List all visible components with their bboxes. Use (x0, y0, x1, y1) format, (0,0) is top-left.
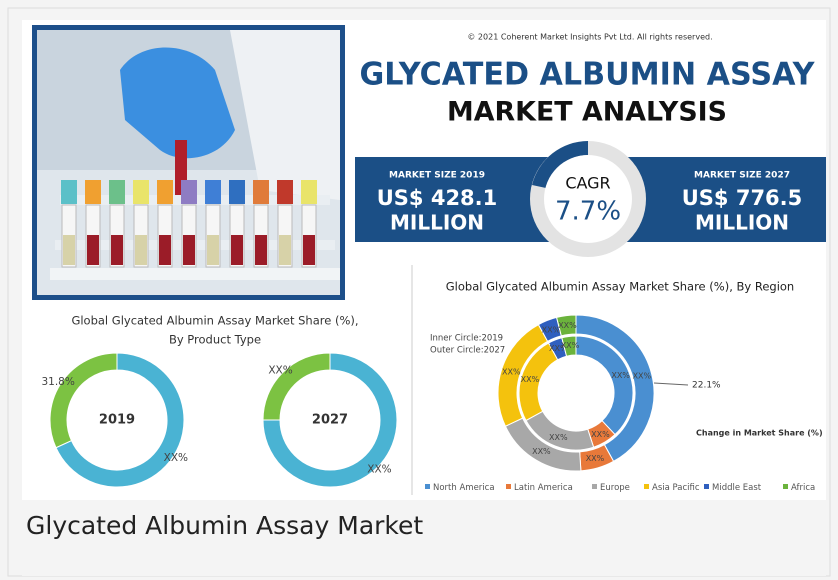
vial-fill (87, 235, 99, 265)
value-label: XX% (561, 341, 580, 350)
value-label: XX% (532, 447, 551, 456)
rack-base (50, 268, 340, 280)
legend-swatch (644, 484, 649, 489)
value-label: XX% (502, 367, 521, 376)
vial-fill (279, 235, 291, 265)
vial-fill (111, 235, 123, 265)
chart-title: Global Glycated Albumin Assay Market Sha… (446, 280, 794, 294)
annotation: 22.1% (692, 381, 721, 391)
legend-label: Middle East (712, 483, 762, 493)
legend-label: North America (433, 483, 495, 493)
legend-swatch (506, 484, 511, 489)
vial-cap (61, 180, 77, 204)
value-label: XX% (367, 463, 391, 475)
page-body: { "header": { "copyright": "© 2021 Coher… (0, 0, 838, 580)
screenshot: © 2021 Coherent Market Insights Pvt Ltd.… (0, 0, 838, 580)
donut-center-label: 2019 (99, 413, 135, 428)
value-label: XX% (591, 430, 610, 439)
legend-swatch (425, 484, 430, 489)
legend-label: Latin America (514, 483, 573, 493)
legend-label: Asia Pacific (652, 483, 700, 493)
value-label: XX% (611, 371, 630, 380)
vial-fill (255, 235, 267, 265)
vial-fill (231, 235, 243, 265)
value-label: XX% (268, 365, 292, 377)
stat-label: MARKET SIZE 2019 (389, 171, 485, 181)
vial-cap (277, 180, 293, 204)
vial-cap (229, 180, 245, 204)
vial-fill (303, 235, 315, 265)
copyright: © 2021 Coherent Market Insights Pvt Ltd.… (467, 33, 712, 42)
title-line2: MARKET ANALYSIS (447, 97, 727, 128)
value-label: 31.8% (41, 376, 74, 388)
vial-cap (181, 180, 197, 204)
chart-title: Global Glycated Albumin Assay Market Sha… (71, 314, 358, 328)
vial-cap (109, 180, 125, 204)
stat-value: US$ 428.1 (377, 186, 498, 210)
legend-swatch (592, 484, 597, 489)
vial-fill (135, 235, 147, 265)
chart-subtitle: By Product Type (169, 333, 261, 347)
legend-swatch (783, 484, 788, 489)
vial-fill (183, 235, 195, 265)
cagr-label: CAGR (565, 174, 610, 193)
series-name: Outer Circle:2027 (430, 346, 505, 356)
photo (32, 25, 345, 300)
vial-cap (301, 180, 317, 204)
value-label: XX% (633, 372, 652, 381)
vial-cap (85, 180, 101, 204)
value-label: XX% (586, 454, 605, 463)
vial-cap (157, 180, 173, 204)
cagr-value: 7.7% (555, 197, 621, 227)
series-name: Inner Circle:2019 (430, 334, 503, 344)
legend-label: Africa (791, 483, 815, 493)
vials (61, 180, 317, 267)
value-label: XX% (558, 321, 577, 330)
vial-cap (133, 180, 149, 204)
stat-label: MARKET SIZE 2027 (694, 171, 790, 181)
stat-unit: MILLION (695, 211, 789, 235)
vial-cap (205, 180, 221, 204)
note: Change in Market Share (%) (696, 429, 823, 438)
page: body { margin: 0; width: 838px; height: … (0, 0, 838, 580)
vial-cap (253, 180, 269, 204)
vial-fill (207, 235, 219, 265)
value-label: XX% (549, 433, 568, 442)
vial-fill (63, 235, 75, 265)
stat-value: US$ 776.5 (682, 186, 803, 210)
value-label: XX% (164, 452, 188, 464)
vial-fill (159, 235, 171, 265)
stat-unit: MILLION (390, 211, 484, 235)
donut-center-label: 2027 (312, 413, 348, 428)
legend-label: Europe (600, 483, 630, 493)
legend-swatch (704, 484, 709, 489)
title-line1: GLYCATED ALBUMIN ASSAY (360, 57, 816, 93)
value-label: XX% (521, 375, 540, 384)
caption: Glycated Albumin Assay Market (26, 511, 423, 540)
